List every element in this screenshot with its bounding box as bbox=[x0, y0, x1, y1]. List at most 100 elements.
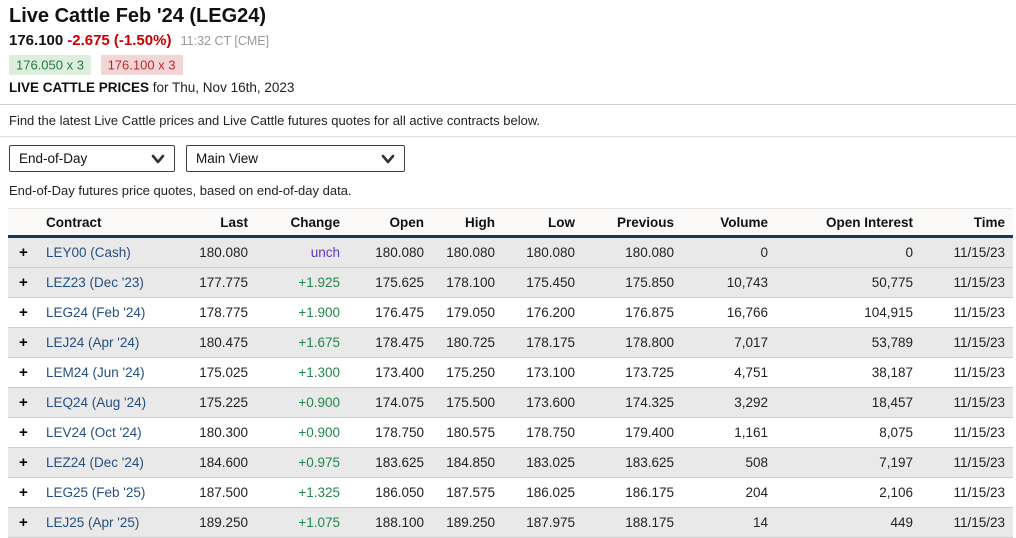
open-interest-cell: 104,915 bbox=[776, 298, 921, 328]
contract-link[interactable]: LEV24 (Oct '24) bbox=[46, 425, 142, 440]
table-row: + LEZ24 (Dec '24) 184.600 +0.975 183.625… bbox=[8, 448, 1013, 478]
previous-cell: 180.080 bbox=[583, 237, 682, 268]
low-cell: 187.975 bbox=[503, 508, 583, 538]
table-row: + LEQ24 (Aug '24) 175.225 +0.900 174.075… bbox=[8, 388, 1013, 418]
change-cell: +0.900 bbox=[256, 418, 348, 448]
previous-cell: 186.175 bbox=[583, 478, 682, 508]
time-cell: 11/15/23 bbox=[921, 328, 1013, 358]
contract-cell: LEG24 (Feb '24) bbox=[38, 298, 156, 328]
col-open-interest: Open Interest bbox=[776, 209, 921, 237]
col-volume: Volume bbox=[682, 209, 776, 237]
table-row: + LEG25 (Feb '25) 187.500 +1.325 186.050… bbox=[8, 478, 1013, 508]
view-select-value: Main View bbox=[196, 151, 258, 166]
volume-cell: 10,743 bbox=[682, 268, 776, 298]
previous-cell: 173.725 bbox=[583, 358, 682, 388]
volume-cell: 3,292 bbox=[682, 388, 776, 418]
col-time: Time bbox=[921, 209, 1013, 237]
previous-cell: 178.800 bbox=[583, 328, 682, 358]
high-cell: 180.725 bbox=[432, 328, 503, 358]
last-cell: 180.475 bbox=[156, 328, 256, 358]
ask-badge: 176.100 x 3 bbox=[101, 55, 183, 75]
expand-row-button[interactable]: + bbox=[8, 298, 38, 328]
time-cell: 11/15/23 bbox=[921, 478, 1013, 508]
low-cell: 180.080 bbox=[503, 237, 583, 268]
high-cell: 187.575 bbox=[432, 478, 503, 508]
expand-row-button[interactable]: + bbox=[8, 237, 38, 268]
last-cell: 189.250 bbox=[156, 508, 256, 538]
time-cell: 11/15/23 bbox=[921, 237, 1013, 268]
expand-row-button[interactable]: + bbox=[8, 358, 38, 388]
contract-link[interactable]: LEG25 (Feb '25) bbox=[46, 485, 145, 500]
low-cell: 186.025 bbox=[503, 478, 583, 508]
change-cell: +1.075 bbox=[256, 508, 348, 538]
change-cell: +1.900 bbox=[256, 298, 348, 328]
open-cell: 180.080 bbox=[348, 237, 432, 268]
previous-cell: 179.400 bbox=[583, 418, 682, 448]
previous-cell: 174.325 bbox=[583, 388, 682, 418]
contract-link[interactable]: LEQ24 (Aug '24) bbox=[46, 395, 146, 410]
low-cell: 178.750 bbox=[503, 418, 583, 448]
col-last: Last bbox=[156, 209, 256, 237]
expand-row-button[interactable]: + bbox=[8, 508, 38, 538]
frequency-select[interactable]: End-of-Day bbox=[9, 145, 175, 172]
contract-link[interactable]: LEY00 (Cash) bbox=[46, 245, 131, 260]
contract-link[interactable]: LEJ25 (Apr '25) bbox=[46, 515, 139, 530]
quotes-table-wrap: Contract Last Change Open High Low Previ… bbox=[0, 208, 1016, 538]
open-cell: 183.625 bbox=[348, 448, 432, 478]
open-interest-cell: 2,106 bbox=[776, 478, 921, 508]
low-cell: 176.200 bbox=[503, 298, 583, 328]
last-cell: 175.025 bbox=[156, 358, 256, 388]
expand-row-button[interactable]: + bbox=[8, 418, 38, 448]
open-interest-cell: 0 bbox=[776, 237, 921, 268]
last-cell: 178.775 bbox=[156, 298, 256, 328]
contract-link[interactable]: LEZ23 (Dec '23) bbox=[46, 275, 144, 290]
table-row: + LEV24 (Oct '24) 180.300 +0.900 178.750… bbox=[8, 418, 1013, 448]
chevron-down-icon bbox=[151, 153, 165, 165]
time-cell: 11/15/23 bbox=[921, 358, 1013, 388]
contract-link[interactable]: LEJ24 (Apr '24) bbox=[46, 335, 139, 350]
quotes-tbody: + LEY00 (Cash) 180.080 unch 180.080 180.… bbox=[8, 237, 1013, 538]
contract-link[interactable]: LEM24 (Jun '24) bbox=[46, 365, 145, 380]
last-cell: 175.225 bbox=[156, 388, 256, 418]
open-interest-cell: 50,775 bbox=[776, 268, 921, 298]
col-expand bbox=[8, 209, 38, 237]
view-description: End-of-Day futures price quotes, based o… bbox=[0, 180, 1016, 208]
open-cell: 186.050 bbox=[348, 478, 432, 508]
open-interest-cell: 7,197 bbox=[776, 448, 921, 478]
change-cell: +1.675 bbox=[256, 328, 348, 358]
expand-row-button[interactable]: + bbox=[8, 328, 38, 358]
volume-cell: 508 bbox=[682, 448, 776, 478]
last-cell: 180.080 bbox=[156, 237, 256, 268]
high-cell: 178.100 bbox=[432, 268, 503, 298]
table-row: + LEJ24 (Apr '24) 180.475 +1.675 178.475… bbox=[8, 328, 1013, 358]
last-cell: 187.500 bbox=[156, 478, 256, 508]
time-cell: 11/15/23 bbox=[921, 448, 1013, 478]
chevron-down-icon bbox=[381, 153, 395, 165]
open-cell: 175.625 bbox=[348, 268, 432, 298]
quote-header: Live Cattle Feb '24 (LEG24) 176.100-2.67… bbox=[0, 0, 1016, 95]
price-line: 176.100-2.675 (-1.50%) 11:32 CT [CME] bbox=[9, 32, 1006, 49]
table-row: + LEM24 (Jun '24) 175.025 +1.300 173.400… bbox=[8, 358, 1013, 388]
volume-cell: 7,017 bbox=[682, 328, 776, 358]
high-cell: 179.050 bbox=[432, 298, 503, 328]
expand-row-button[interactable]: + bbox=[8, 268, 38, 298]
contract-link[interactable]: LEZ24 (Dec '24) bbox=[46, 455, 144, 470]
time-cell: 11/15/23 bbox=[921, 418, 1013, 448]
expand-row-button[interactable]: + bbox=[8, 388, 38, 418]
expand-row-button[interactable]: + bbox=[8, 478, 38, 508]
bid-ask-line: 176.050 x 3 176.100 x 3 bbox=[9, 57, 1006, 72]
change-cell: +1.300 bbox=[256, 358, 348, 388]
frequency-select-value: End-of-Day bbox=[19, 151, 87, 166]
table-row: + LEZ23 (Dec '23) 177.775 +1.925 175.625… bbox=[8, 268, 1013, 298]
expand-row-button[interactable]: + bbox=[8, 448, 38, 478]
previous-cell: 188.175 bbox=[583, 508, 682, 538]
open-interest-cell: 449 bbox=[776, 508, 921, 538]
volume-cell: 4,751 bbox=[682, 358, 776, 388]
high-cell: 180.080 bbox=[432, 237, 503, 268]
view-select[interactable]: Main View bbox=[186, 145, 405, 172]
section-line: LIVE CATTLE PRICES for Thu, Nov 16th, 20… bbox=[9, 80, 1006, 95]
previous-cell: 183.625 bbox=[583, 448, 682, 478]
open-cell: 173.400 bbox=[348, 358, 432, 388]
contract-cell: LEZ24 (Dec '24) bbox=[38, 448, 156, 478]
contract-link[interactable]: LEG24 (Feb '24) bbox=[46, 305, 145, 320]
